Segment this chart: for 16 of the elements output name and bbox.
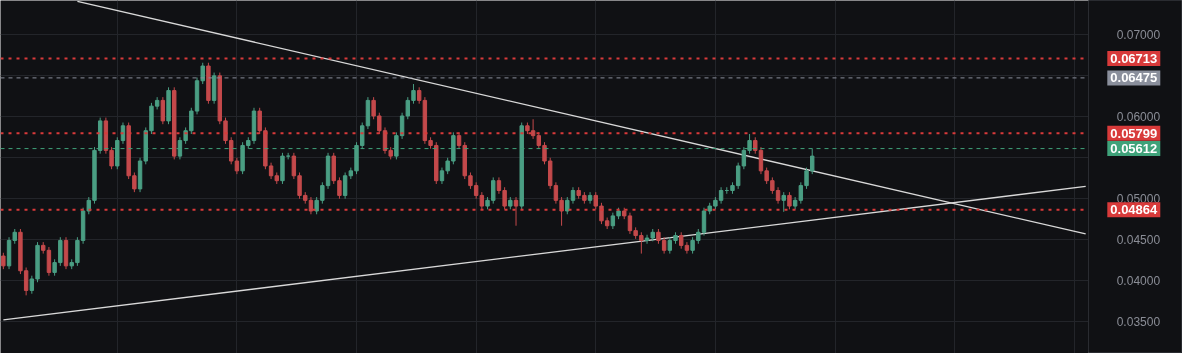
y-tick-label: 0.06000 bbox=[1116, 110, 1161, 125]
candlestick bbox=[513, 196, 519, 227]
y-tick-label: 0.03500 bbox=[1116, 315, 1161, 330]
y-tick-label: 0.04000 bbox=[1116, 274, 1161, 289]
candlestick bbox=[160, 96, 166, 125]
candlestick bbox=[587, 191, 593, 205]
candlestick bbox=[46, 246, 52, 277]
ref-line-label: 0.06713 bbox=[1110, 50, 1158, 66]
candlestick bbox=[781, 191, 786, 213]
ref-line-label: 0.06475 bbox=[1110, 70, 1158, 86]
y-tick-label: 0.07000 bbox=[1116, 28, 1161, 43]
y-tick-label: 0.04500 bbox=[1116, 233, 1161, 248]
candlestick bbox=[684, 241, 690, 255]
ref-line-label: 0.05612 bbox=[1110, 141, 1158, 157]
ref-line-label: 0.05799 bbox=[1110, 125, 1158, 141]
ref-line-label: 0.04864 bbox=[1110, 202, 1159, 218]
